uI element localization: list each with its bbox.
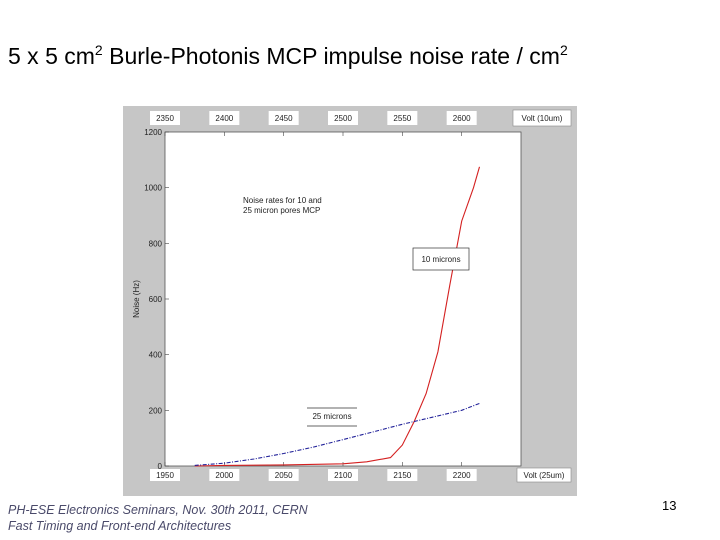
slide-title: 5 x 5 cm2 Burle-Photonis MCP impulse noi… [8,42,568,69]
x-tick-box [268,469,299,481]
x2-tick-box [209,111,240,125]
footer-line-1: PH-ESE Electronics Seminars, Nov. 30th 2… [8,503,308,517]
x-tick-box [209,469,240,481]
x2-tick-box [387,111,418,125]
x2-tick-label: 2400 [215,114,233,123]
x2-tick-label: 2600 [453,114,471,123]
y-tick-label: 400 [149,351,163,360]
x2-tick-box [446,111,477,125]
x-tick-box [387,469,418,481]
y-axis-label: Noise (Hz) [132,280,141,318]
y-tick-label: 800 [149,239,163,248]
legend-label-25-microns: 25 microns [312,412,351,421]
annotation: Noise rates for 10 and 25 micron pores M… [243,196,324,215]
y-tick-label: 600 [149,295,163,304]
x2-tick-label: 2450 [275,114,293,123]
legend-label-10-microns: 10 microns [421,255,460,264]
x2-tick-label: 2500 [334,114,352,123]
footer: PH-ESE Electronics Seminars, Nov. 30th 2… [8,502,308,534]
y-tick-label: 1200 [144,128,162,137]
legend-25-microns: 25 microns [307,407,357,427]
x2-tick-box [268,111,299,125]
y-tick-label: 0 [158,462,163,471]
x-tick-box [446,469,477,481]
y-tick-label: 200 [149,406,163,415]
x2-tick-label: 2550 [393,114,411,123]
x-axis-label-box: Volt (25um) [516,467,572,483]
x2-tick-box [328,111,358,125]
series-line-25-microns [194,402,480,466]
x-tick-label: 2150 [393,471,411,480]
x-tick-label: 2100 [334,471,352,480]
x-axis-label: Volt (25um) [524,471,565,480]
x2-axis-label-box: Volt (10um) [512,109,572,127]
x-tick-label: 2200 [453,471,471,480]
page-number: 13 [662,498,677,513]
x-tick-box [328,469,358,481]
chart: 0 200 400 600 800 1000 1200 1950 2000 2050 2100 21… [123,106,577,496]
x-tick-label: 2000 [215,471,233,480]
series-line-10-microns [194,166,481,467]
x2-axis-label: Volt (10um) [522,114,563,123]
y-tick-label: 1000 [144,184,162,193]
x-tick-label: 1950 [156,471,174,480]
x2-tick-label: 2350 [156,114,174,123]
x-tick-box [150,469,180,481]
legend-10-microns: 10 microns [412,247,470,271]
chart-svg: 0 200 400 600 800 1000 1200 1950 2000 2050 2100 21… [132,109,572,483]
x-tick-label: 2050 [275,471,293,480]
x2-tick-box [150,111,180,125]
footer-line-2: Fast Timing and Front-end Architectures [8,519,232,533]
